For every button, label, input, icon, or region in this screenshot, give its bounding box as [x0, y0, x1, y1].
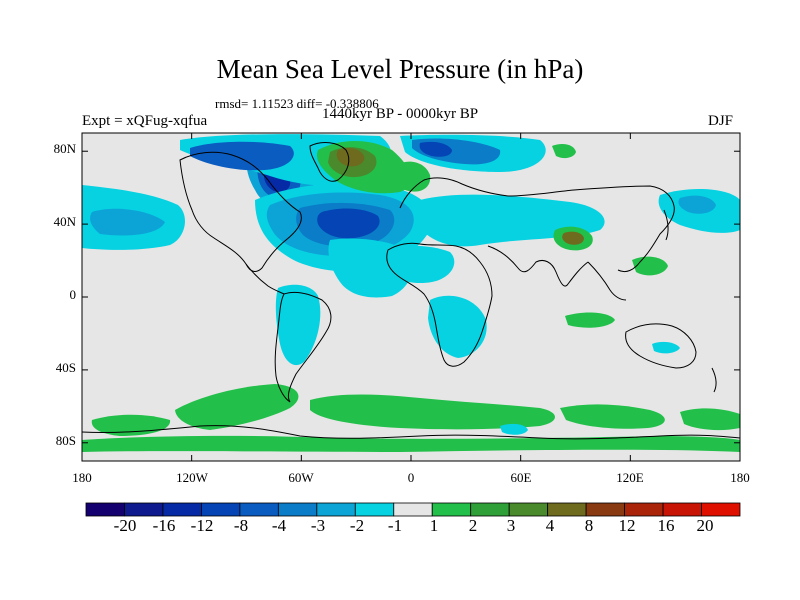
coastline-southeast-asia [587, 261, 627, 301]
x-tick-label: 0 [407, 470, 415, 485]
colorbar-swatch [85, 502, 125, 517]
axis-ticks [81, 133, 741, 461]
coastline-new-zealand [711, 367, 717, 393]
colorbar-swatch [239, 502, 279, 517]
antarctic-weak-anomaly [500, 423, 528, 435]
colorbar-label: -8 [233, 516, 249, 535]
colorbar-label: 2 [468, 516, 478, 535]
x-tick-label: 120W [176, 470, 208, 485]
colorbar-swatch [470, 502, 510, 517]
colorbar-label: 4 [545, 516, 555, 535]
coastlines [82, 142, 740, 440]
colorbar-swatch [624, 502, 664, 517]
stats-text: rmsd= 1.11523 diff= -0.338806 [215, 96, 379, 111]
coastline-north-america [179, 151, 302, 272]
chart-title: Mean Sea Level Pressure (in hPa) [216, 54, 584, 84]
coastline-arabia-india [487, 245, 589, 287]
colorbar-label: 16 [657, 516, 675, 535]
coastline-south-america [274, 291, 332, 403]
colorbar-swatch [277, 502, 318, 517]
colorbar [85, 502, 741, 517]
y-tick-label: 40N [53, 214, 76, 229]
colorbar-swatch [201, 502, 241, 517]
colorbar-swatch [393, 502, 433, 517]
coastline-antarctica [82, 425, 740, 440]
anomaly-fill-layer [82, 134, 740, 452]
y-tick-label: 0 [69, 287, 77, 302]
coastline-africa [386, 242, 493, 367]
colorbar-label: -2 [349, 516, 365, 535]
colorbar-label: -3 [310, 516, 326, 535]
scandinavia-high-anomaly [393, 161, 431, 192]
colorbar-label: 20 [696, 516, 714, 535]
colorbar-swatch [162, 502, 202, 517]
greenland-peak-anomaly [336, 148, 365, 167]
colorbar-label: -20 [113, 516, 137, 535]
x-tick-label: 180 [72, 470, 92, 485]
colorbar-swatch [662, 502, 702, 517]
colorbar-label: 12 [618, 516, 636, 535]
colorbar-swatch [431, 502, 472, 517]
north-atlantic-core-anomaly [317, 208, 380, 239]
south-atlantic-weak-anomaly [328, 238, 414, 298]
southern-ocean-pacific-anomaly [175, 384, 299, 430]
east-siberia-high-anomaly [552, 144, 576, 159]
equatorial-pacific-weak-anomaly [275, 284, 321, 366]
x-tick-label: 60E [510, 470, 532, 485]
south-pacific-weak-anomaly [652, 341, 680, 354]
colorbar-swatch [124, 502, 164, 517]
colorbar-label: 1 [429, 516, 439, 535]
x-tick-label: 60W [288, 470, 314, 485]
tibet-core-anomaly [562, 231, 584, 245]
colorbar-swatch [354, 502, 395, 517]
colorbar-swatch [508, 502, 549, 517]
colorbar-swatch [547, 502, 587, 517]
southern-ocean-atlantic-anomaly [310, 394, 555, 430]
x-tick-label: 120E [616, 470, 644, 485]
y-tick-label: 80S [55, 433, 76, 448]
siberia-core-anomaly [419, 141, 452, 157]
experiment-label: Expt = xQFug-xqfua [82, 113, 208, 129]
east-asia-pacific-low-anomaly [678, 195, 716, 214]
southern-ocean-east-anomaly [680, 408, 740, 431]
colorbar-swatch [585, 502, 625, 517]
coastline-greenland [309, 142, 350, 182]
season-label: DJF [708, 113, 734, 129]
colorbar-swatch [701, 502, 741, 517]
colorbar-label: -12 [190, 516, 214, 535]
colorbar-label: -1 [387, 516, 403, 535]
africa-weak-anomaly [428, 295, 487, 358]
colorbar-label: 3 [506, 516, 516, 535]
southern-ocean-indian-anomaly [560, 404, 665, 429]
y-tick-label: 80N [53, 141, 76, 156]
equatorial-pacific-high-anomaly [565, 312, 615, 328]
antarctic-coast-anomaly [82, 435, 740, 452]
coastline-europe [399, 177, 675, 273]
colorbar-label: -4 [271, 516, 287, 535]
colorbar-swatch [316, 502, 356, 517]
coastline-central-america [245, 263, 285, 295]
x-tick-label: 180 [730, 470, 750, 485]
north-pacific-low-anomaly [90, 208, 165, 236]
coastline-australia [625, 323, 697, 369]
period-label: 1440kyr BP - 0000kyr BP [322, 106, 479, 122]
y-tick-label: 40S [55, 360, 76, 375]
arctic-low-anomaly [190, 141, 294, 171]
colorbar-label: 8 [584, 516, 594, 535]
colorbar-label: -16 [152, 516, 176, 535]
coastline-japan [663, 209, 669, 241]
